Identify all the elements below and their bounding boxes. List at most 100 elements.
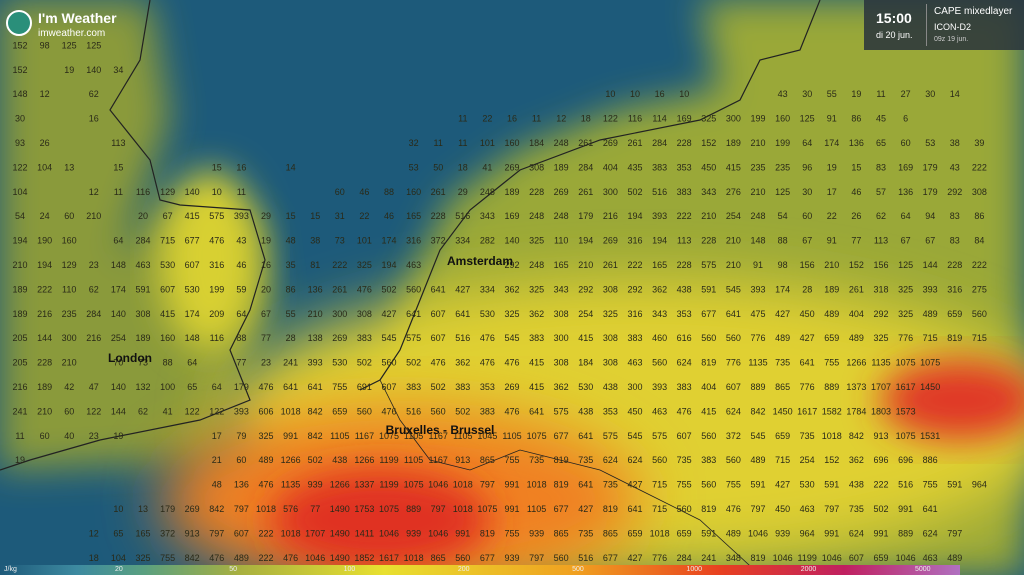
grid-value: 1075 (896, 358, 916, 368)
grid-value: 210 (701, 211, 716, 221)
grid-value: 60 (64, 211, 74, 221)
grid-value: 169 (898, 162, 913, 172)
grid-value: 1075 (404, 480, 424, 490)
grid-value: 502 (406, 358, 421, 368)
grid-value: 20 (138, 211, 148, 221)
grid-value: 19 (64, 65, 74, 75)
grid-value: 889 (898, 528, 913, 538)
grid-value: 228 (677, 138, 692, 148)
grid-value: 26 (40, 138, 50, 148)
grid-value: 22 (482, 114, 492, 124)
grid-value: 819 (701, 358, 716, 368)
grid-value: 194 (37, 260, 52, 270)
grid-value: 372 (431, 236, 446, 246)
grid-value: 334 (480, 284, 495, 294)
grid-value: 591 (701, 284, 716, 294)
grid-value: 1490 (330, 504, 350, 514)
grid-value: 1105 (527, 504, 546, 514)
grid-value: 48 (286, 236, 296, 246)
grid-value: 353 (480, 382, 495, 392)
grid-value: 136 (308, 284, 323, 294)
grid-value: 1046 (428, 528, 448, 538)
grid-value: 94 (925, 211, 935, 221)
grid-value: 362 (529, 309, 544, 319)
grid-value: 1075 (379, 431, 399, 441)
grid-value: 415 (701, 406, 716, 416)
coastlines (0, 0, 821, 575)
grid-value: 292 (627, 284, 642, 294)
grid-value: 530 (160, 260, 175, 270)
grid-value: 607 (185, 260, 200, 270)
grid-value: 98 (778, 260, 788, 270)
grid-value: 300 (62, 333, 77, 343)
grid-value: 325 (873, 333, 888, 343)
grid-value: 1266 (354, 455, 374, 465)
grid-value: 476 (381, 406, 396, 416)
grid-value: 70 (113, 358, 123, 368)
grid-value: 776 (898, 333, 913, 343)
grid-value: 427 (627, 480, 642, 490)
grid-value: 1046 (748, 528, 768, 538)
grid-value: 755 (923, 480, 938, 490)
grid-value: 318 (873, 284, 888, 294)
grid-value: 140 (185, 187, 200, 197)
grid-value: 325 (603, 309, 618, 319)
grid-value: 1490 (330, 553, 350, 563)
grid-value: 362 (455, 358, 470, 368)
grid-value: 46 (236, 260, 246, 270)
grid-value: 316 (209, 260, 224, 270)
grid-value: 964 (972, 480, 987, 490)
grid-value: 169 (677, 114, 692, 124)
grid-value: 205 (12, 358, 27, 368)
grid-value: 228 (37, 358, 52, 368)
separator (926, 4, 927, 46)
grid-value: 819 (554, 455, 569, 465)
legend-label: 5000 (915, 566, 931, 573)
grid-value: 269 (332, 333, 347, 343)
grid-value: 575 (554, 406, 569, 416)
grid-value: 116 (628, 114, 642, 124)
grid-value: 15 (212, 162, 222, 172)
grid-value: 64 (113, 236, 123, 246)
grid-value: 140 (111, 309, 126, 319)
info-panel[interactable]: 15:00 di 20 jun. CAPE mixedlayer ICON-D2… (864, 0, 1024, 50)
grid-value: 383 (455, 382, 470, 392)
grid-value: 46 (851, 187, 861, 197)
grid-value: 125 (86, 40, 101, 50)
grid-value: 228 (529, 187, 544, 197)
grid-value: 1135 (281, 480, 300, 490)
grid-value: 241 (701, 553, 716, 563)
grid-value: 755 (504, 455, 519, 465)
grid-value: 100 (160, 382, 175, 392)
grid-value: 222 (258, 553, 273, 563)
grid-value: 116 (136, 187, 150, 197)
grid-value: 67 (261, 309, 271, 319)
grid-value: 10 (113, 504, 123, 514)
grid-value: 248 (554, 138, 569, 148)
parameter: CAPE mixedlayer (934, 6, 1013, 17)
grid-value: 77 (261, 333, 271, 343)
grid-value: 16 (507, 114, 517, 124)
grid-value: 797 (529, 553, 544, 563)
grid-value: 383 (529, 333, 544, 343)
grid-value: 43 (950, 162, 960, 172)
grid-value: 12 (556, 114, 566, 124)
grid-value: 991 (504, 480, 519, 490)
city-label: Bruxelles - Brussel (386, 423, 495, 437)
grid-value: 125 (898, 260, 913, 270)
grid-value: 11 (458, 114, 467, 124)
grid-value: 343 (701, 187, 716, 197)
legend: J/kg 20 50 100 200 500 1000 2000 5000 (0, 565, 960, 575)
grid-value: 607 (431, 333, 446, 343)
grid-value: 276 (726, 187, 741, 197)
grid-value: 136 (234, 480, 249, 490)
grid-value: 383 (406, 382, 421, 392)
brand: I'm Weather (38, 10, 117, 26)
grid-value: 125 (800, 114, 815, 124)
grid-value: 79 (236, 431, 246, 441)
grid-value: 148 (750, 236, 765, 246)
legend-label: 20 (115, 566, 123, 573)
grid-value: 55 (827, 89, 837, 99)
grid-value: 189 (12, 309, 27, 319)
grid-value: 241 (12, 406, 27, 416)
